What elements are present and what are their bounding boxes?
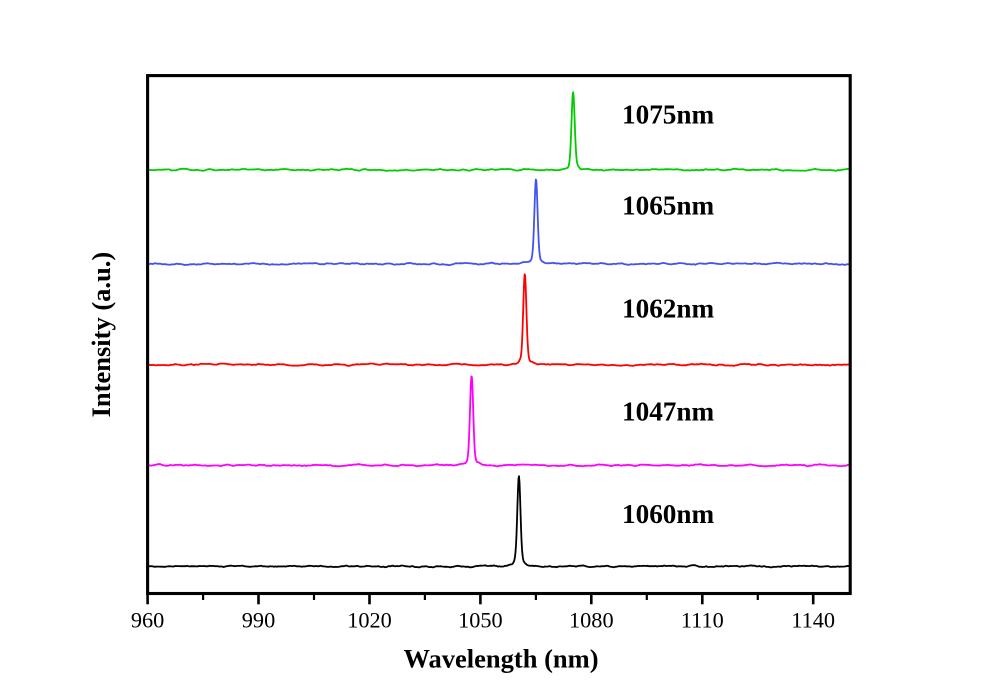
svg-text:1080: 1080: [569, 608, 614, 633]
svg-text:1065nm: 1065nm: [622, 190, 714, 220]
svg-text:1050: 1050: [458, 608, 503, 633]
svg-text:1140: 1140: [791, 608, 835, 633]
svg-text:Intensity (a.u.): Intensity (a.u.): [86, 252, 116, 418]
svg-text:1110: 1110: [681, 608, 724, 633]
svg-text:Wavelength (nm): Wavelength (nm): [403, 644, 598, 674]
svg-text:1075nm: 1075nm: [622, 100, 714, 130]
svg-text:1047nm: 1047nm: [622, 396, 714, 426]
svg-text:1060nm: 1060nm: [622, 499, 714, 529]
svg-text:1062nm: 1062nm: [622, 294, 714, 324]
svg-text:960: 960: [131, 608, 164, 633]
svg-text:1020: 1020: [347, 608, 392, 633]
svg-text:990: 990: [242, 608, 275, 633]
